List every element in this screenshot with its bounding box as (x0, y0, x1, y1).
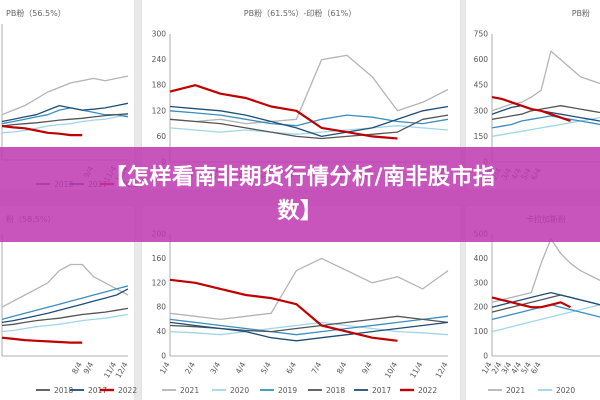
series-line-2018 (169, 114, 449, 140)
y-tick-label: 120 (152, 278, 167, 287)
x-tick-label: 6/4 (284, 360, 298, 375)
chart-title: PB粉 (572, 8, 590, 18)
x-tick-label: 12/4 (114, 360, 130, 379)
y-tick-label: 0 (483, 352, 488, 361)
x-tick-label: 9/4 (82, 360, 96, 375)
x-tick-label: 10/4 (383, 360, 399, 379)
series-line-2019 (169, 315, 449, 336)
x-tick-label: 8/4 (335, 360, 349, 375)
legend-label-2017: 2017 (88, 386, 107, 395)
series-line-2021 (1, 263, 129, 308)
series-line-2021 (169, 257, 449, 321)
x-tick-label: 1/4 (158, 360, 172, 375)
series-line-2020 (491, 116, 600, 138)
x-tick-label: 3/4 (208, 360, 222, 375)
chart-svg-bottom-center: 040801201602001/42/43/44/45/46/47/48/49/… (152, 230, 450, 396)
series-line-2022 (491, 296, 571, 309)
series-line-2020 (491, 304, 600, 333)
y-tick-label: 750 (474, 30, 489, 39)
series-line-2021 (491, 50, 600, 112)
y-tick-label: 240 (152, 55, 167, 64)
y-tick-label: 450 (474, 81, 489, 90)
series-line-2017 (1, 288, 129, 324)
y-tick-label: 300 (474, 278, 489, 287)
series-line-2017 (169, 321, 449, 342)
y-tick-label: 0 (161, 352, 166, 361)
y-tick-label: 300 (152, 30, 167, 39)
series-line-2020 (1, 114, 129, 134)
series-line-2022 (491, 96, 571, 123)
y-tick-label: 40 (156, 327, 166, 336)
series-line-2022 (1, 124, 83, 137)
x-tick-label: 5/4 (259, 360, 273, 375)
y-tick-label: 150 (474, 132, 489, 141)
series-line-2021 (491, 238, 600, 303)
series-line-2022 (169, 278, 398, 342)
x-tick-label: 2/4 (183, 360, 197, 375)
chart-title: PB粉（56.5%） (6, 8, 66, 18)
series-line-2022 (1, 336, 83, 344)
y-tick-label: 180 (152, 81, 167, 90)
y-tick-label: 160 (152, 254, 167, 263)
series-line-2017 (1, 102, 129, 123)
legend-label-2021: 2021 (180, 386, 199, 395)
series-line-2022 (169, 84, 398, 140)
y-tick-label: 300 (474, 106, 489, 115)
series-line-2018 (491, 105, 600, 120)
legend-label-2017: 2017 (372, 386, 391, 395)
legend-label-2019: 2019 (278, 386, 297, 395)
x-tick-label: 11/4 (408, 360, 424, 379)
legend-label-2021: 2021 (506, 386, 525, 395)
series-line-2021 (169, 54, 449, 125)
series-line-2020 (169, 321, 449, 336)
x-tick-label: 8/4 (70, 360, 84, 375)
series-line-2021 (1, 75, 129, 116)
series-line-2020 (1, 313, 129, 333)
y-tick-label: 600 (474, 55, 489, 64)
x-tick-label: 12/4 (434, 360, 450, 379)
series-line-2019 (1, 285, 129, 321)
banner-title: 【怎样看南非期货行情分析/南非股市指数】 (104, 164, 496, 224)
y-tick-label: 60 (156, 132, 166, 141)
legend-label-2020: 2020 (556, 386, 575, 395)
legend-label-2018: 2018 (54, 386, 73, 395)
x-tick-label: 9/4 (360, 360, 374, 375)
title-banner: 【怎样看南非期货行情分析/南非股市指数】 (0, 147, 600, 242)
series-line-2020 (169, 125, 449, 135)
x-tick-label: 4/4 (234, 360, 248, 375)
legend-label-2022: 2022 (418, 386, 437, 395)
series-line-2019 (1, 107, 129, 125)
legend-label-2022: 2022 (118, 386, 137, 395)
series-line-2017 (169, 105, 449, 138)
x-tick-label: 7/4 (310, 360, 324, 375)
series-line-2019 (491, 115, 600, 129)
series-line-2019 (169, 110, 449, 127)
y-tick-label: 120 (152, 106, 167, 115)
series-line-2018 (1, 307, 129, 327)
series-line-2018 (1, 113, 129, 127)
y-tick-label: 80 (156, 303, 166, 312)
y-tick-label: 100 (474, 327, 489, 336)
y-tick-label: 400 (474, 254, 489, 263)
x-tick-label: 6/4 (529, 360, 543, 375)
y-tick-label: 200 (474, 303, 489, 312)
legend-label-2020: 2020 (230, 386, 249, 395)
legend-label-2018: 2018 (326, 386, 345, 395)
chart-title: PB粉（61.5%）-印粉（61%） (244, 8, 356, 18)
